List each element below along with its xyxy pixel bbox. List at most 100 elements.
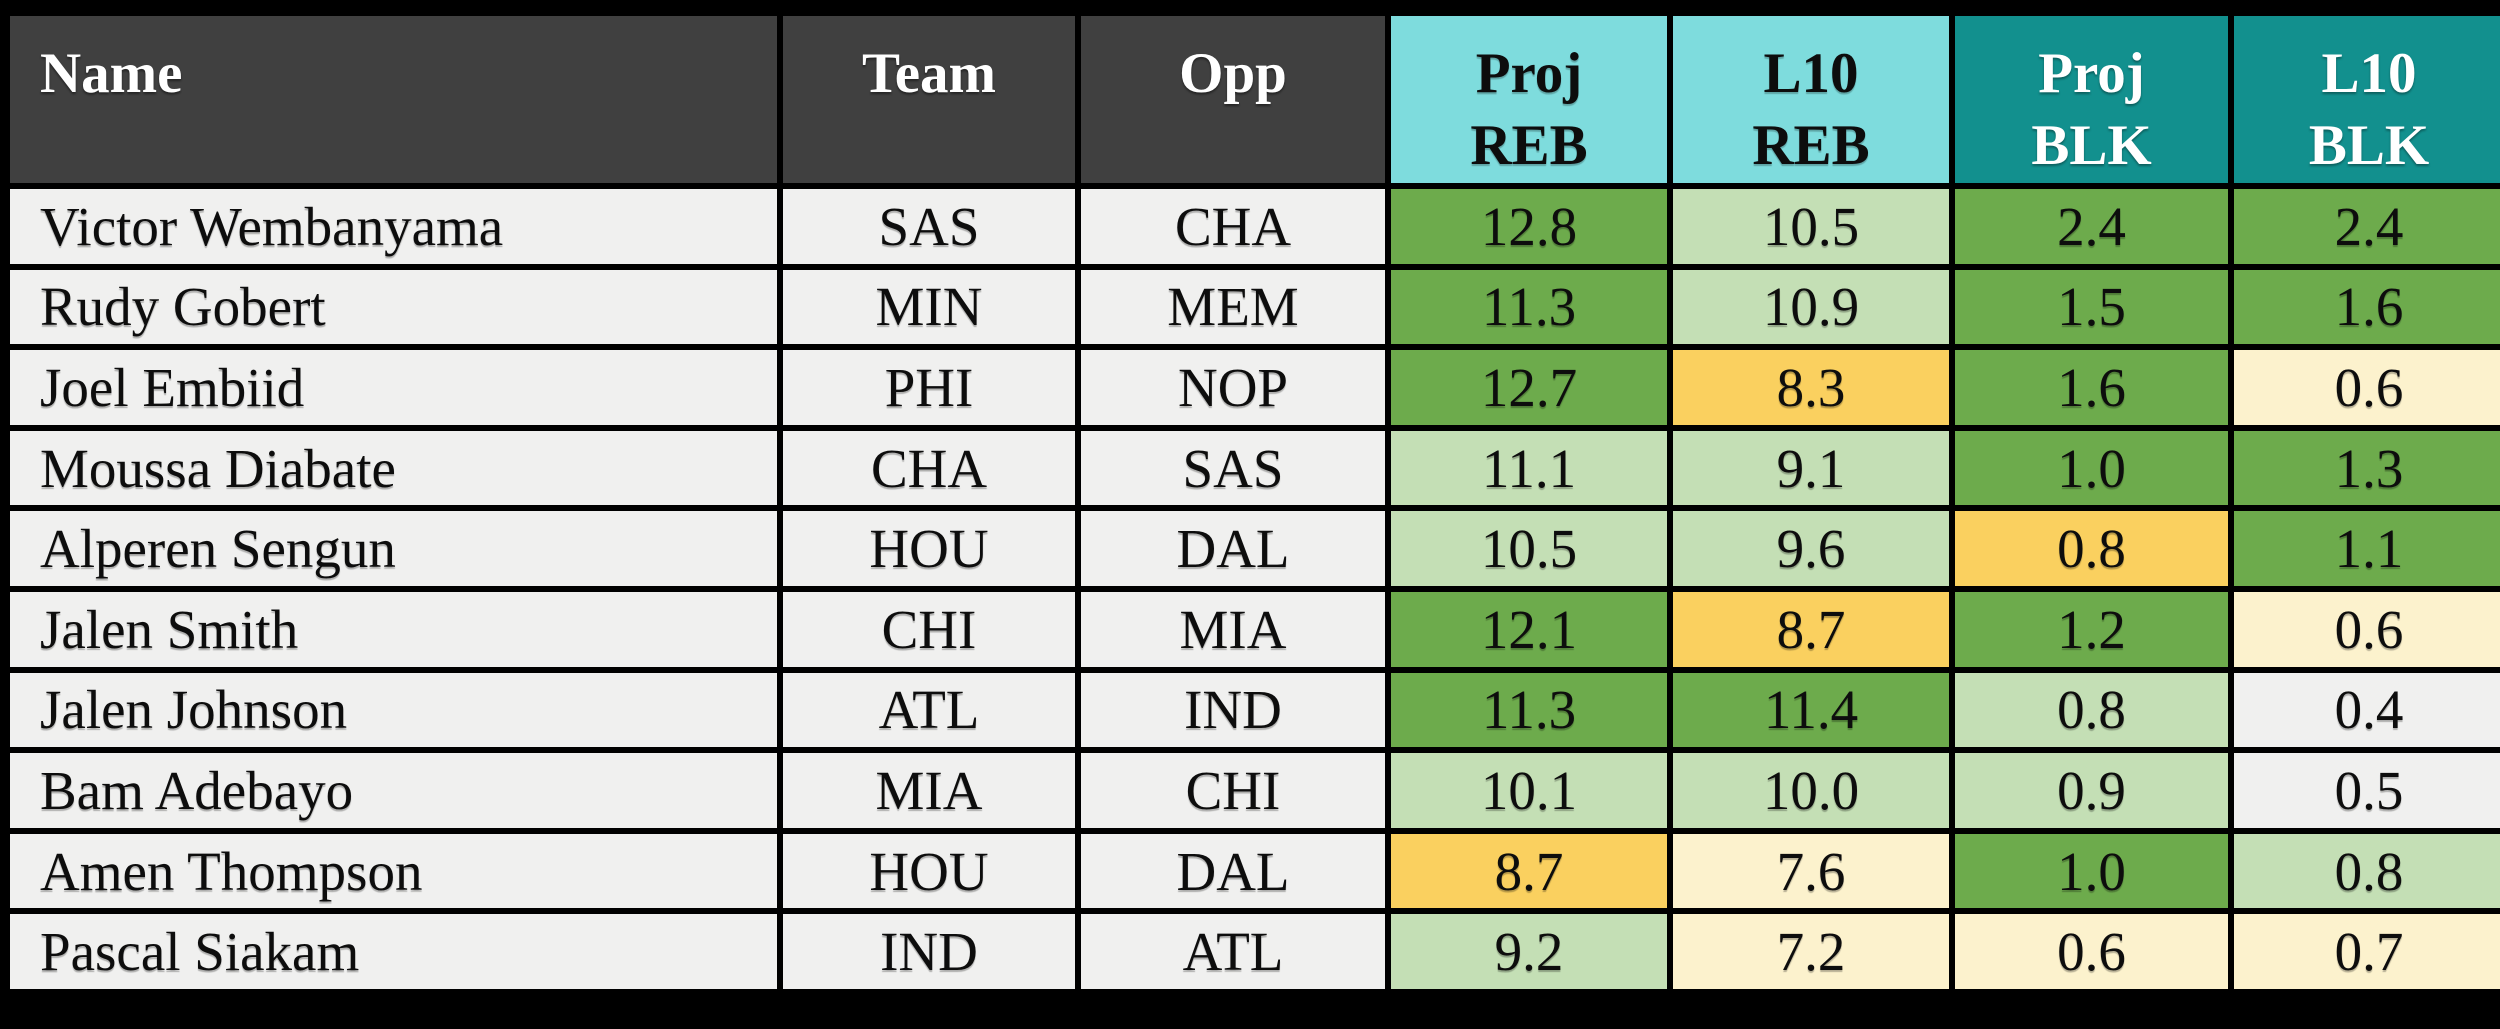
player-name-cell: Amen Thompson [4,827,783,915]
column-header-proj-reb: Proj REB [1385,10,1673,189]
stat-cell-l10-reb: 9.1 [1667,424,1955,512]
column-header-name: Name [4,10,783,189]
stat-cell-l10-reb: 7.2 [1667,908,1955,995]
stat-cell-l10-reb: 10.9 [1667,263,1955,351]
stat-cell-l10-reb: 8.7 [1667,585,1955,673]
column-header-label: Name [40,42,183,105]
stat-cell-l10-reb: 10.5 [1667,183,1955,270]
column-header-opp: Opp [1075,10,1391,189]
team-cell: IND [777,908,1081,995]
column-header-label-line1: Proj [1475,42,1583,105]
stat-cell-l10-blk: 0.8 [2228,827,2500,915]
stat-cell-l10-reb: 10.0 [1667,747,1955,834]
player-name-cell: Rudy Gobert [4,263,783,351]
stat-cell-proj-blk: 1.0 [1949,827,2234,915]
team-cell: HOU [777,505,1081,592]
stat-cell-l10-blk: 0.4 [2228,666,2500,754]
stats-table: Name Team Opp Proj REB L10 REB Proj BLK … [4,10,2500,995]
stat-cell-l10-blk: 0.6 [2228,585,2500,673]
stat-cell-l10-blk: 0.7 [2228,908,2500,995]
opp-cell: ATL [1075,908,1391,995]
column-header-label-line2: BLK [2308,114,2430,177]
table-row: Jalen Smith CHI MIA 12.1 8.7 1.2 0.6 [4,585,2500,673]
team-cell: MIA [777,747,1081,834]
team-cell: SAS [777,183,1081,270]
column-header-team: Team [777,10,1081,189]
stat-cell-l10-blk: 1.1 [2228,505,2500,592]
stat-cell-proj-reb: 10.5 [1385,505,1673,592]
stat-cell-proj-reb: 8.7 [1385,827,1673,915]
column-header-label: Team [861,42,997,105]
table-row: Pascal Siakam IND ATL 9.2 7.2 0.6 0.7 [4,908,2500,995]
stat-cell-proj-blk: 2.4 [1949,183,2234,270]
opp-cell: DAL [1075,827,1391,915]
player-name-cell: Moussa Diabate [4,424,783,512]
column-header-proj-blk: Proj BLK [1949,10,2234,189]
opp-cell: IND [1075,666,1391,754]
column-header-l10-reb: L10 REB [1667,10,1955,189]
stat-cell-proj-blk: 1.6 [1949,344,2234,431]
table-row: Victor Wembanyama SAS CHA 12.8 10.5 2.4 2.4 [4,183,2500,270]
stat-cell-l10-reb: 7.6 [1667,827,1955,915]
stat-cell-l10-reb: 11.4 [1667,666,1955,754]
player-name-cell: Victor Wembanyama [4,183,783,270]
opp-cell: SAS [1075,424,1391,512]
column-header-label-line1: L10 [1763,42,1859,105]
stat-cell-l10-blk: 2.4 [2228,183,2500,270]
stat-cell-proj-blk: 0.8 [1949,505,2234,592]
player-name-cell: Alperen Sengun [4,505,783,592]
team-cell: MIN [777,263,1081,351]
opp-cell: DAL [1075,505,1391,592]
column-header-label-line2: BLK [2031,114,2152,177]
stat-cell-proj-reb: 12.1 [1385,585,1673,673]
stat-cell-proj-reb: 12.8 [1385,183,1673,270]
stat-cell-proj-blk: 1.5 [1949,263,2234,351]
stat-cell-l10-blk: 1.6 [2228,263,2500,351]
stat-cell-proj-blk: 0.6 [1949,908,2234,995]
opp-cell: MEM [1075,263,1391,351]
player-name-cell: Jalen Smith [4,585,783,673]
stat-cell-l10-blk: 0.6 [2228,344,2500,431]
team-cell: ATL [777,666,1081,754]
column-header-label-line1: Proj [2038,42,2145,105]
team-cell: PHI [777,344,1081,431]
player-name-cell: Joel Embiid [4,344,783,431]
stat-cell-l10-reb: 9.6 [1667,505,1955,592]
player-name-cell: Pascal Siakam [4,908,783,995]
opp-cell: MIA [1075,585,1391,673]
stat-cell-l10-blk: 1.3 [2228,424,2500,512]
team-cell: CHI [777,585,1081,673]
table-row: Bam Adebayo MIA CHI 10.1 10.0 0.9 0.5 [4,747,2500,834]
stat-cell-l10-reb: 8.3 [1667,344,1955,431]
stat-cell-proj-reb: 11.3 [1385,263,1673,351]
stat-cell-proj-blk: 0.8 [1949,666,2234,754]
opp-cell: CHA [1075,183,1391,270]
player-name-cell: Jalen Johnson [4,666,783,754]
table-row: Moussa Diabate CHA SAS 11.1 9.1 1.0 1.3 [4,424,2500,512]
column-header-label: Opp [1179,42,1287,105]
column-header-l10-blk: L10 BLK [2228,10,2500,189]
column-header-label-line2: REB [1752,114,1870,177]
player-name-cell: Bam Adebayo [4,747,783,834]
header-row: Name Team Opp Proj REB L10 REB Proj BLK … [4,10,2500,189]
stat-cell-proj-reb: 10.1 [1385,747,1673,834]
team-cell: CHA [777,424,1081,512]
table-row: Rudy Gobert MIN MEM 11.3 10.9 1.5 1.6 [4,263,2500,351]
table-row: Alperen Sengun HOU DAL 10.5 9.6 0.8 1.1 [4,505,2500,592]
stat-cell-proj-reb: 11.3 [1385,666,1673,754]
table-row: Jalen Johnson ATL IND 11.3 11.4 0.8 0.4 [4,666,2500,754]
stat-cell-proj-blk: 1.2 [1949,585,2234,673]
column-header-label-line1: L10 [2321,42,2417,105]
stat-cell-proj-blk: 1.0 [1949,424,2234,512]
table-row: Amen Thompson HOU DAL 8.7 7.6 1.0 0.8 [4,827,2500,915]
stat-cell-proj-reb: 12.7 [1385,344,1673,431]
team-cell: HOU [777,827,1081,915]
stat-cell-proj-blk: 0.9 [1949,747,2234,834]
stat-cell-proj-reb: 9.2 [1385,908,1673,995]
stat-cell-proj-reb: 11.1 [1385,424,1673,512]
opp-cell: NOP [1075,344,1391,431]
table-row: Joel Embiid PHI NOP 12.7 8.3 1.6 0.6 [4,344,2500,431]
stat-cell-l10-blk: 0.5 [2228,747,2500,834]
table-body: Victor Wembanyama SAS CHA 12.8 10.5 2.4 2.4 Rud… [4,183,2500,995]
